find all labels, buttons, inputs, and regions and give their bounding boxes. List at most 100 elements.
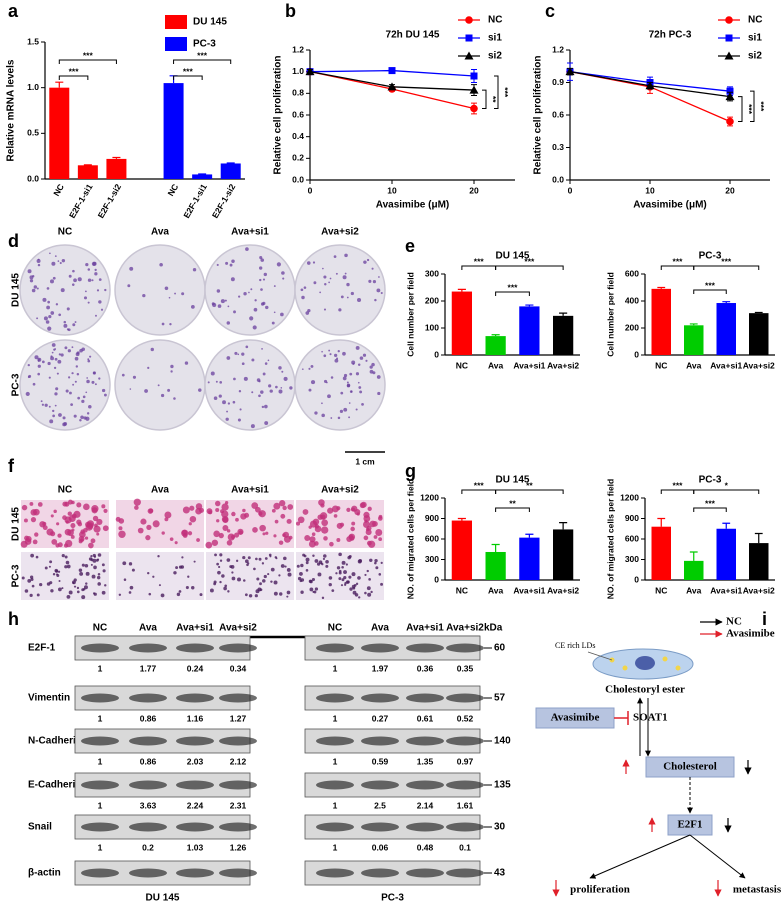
x-tick-label: E2F-1-si1 — [67, 182, 95, 220]
kda-label: 43 — [494, 868, 506, 879]
significance-label: *** — [183, 66, 194, 76]
cell — [346, 507, 351, 512]
node-label: Cholestoryl ester — [605, 684, 685, 696]
blot-band — [361, 780, 399, 790]
significance-label: *** — [756, 101, 766, 112]
cell — [189, 515, 197, 523]
cell — [312, 554, 315, 557]
colony — [173, 397, 176, 400]
chart-title: PC-3 — [699, 251, 722, 262]
colony — [376, 288, 381, 293]
colony — [210, 371, 215, 376]
cell — [29, 575, 34, 579]
colony — [321, 350, 323, 353]
colony — [27, 363, 30, 367]
colony — [192, 268, 197, 272]
cell — [283, 556, 287, 561]
cell — [122, 561, 127, 566]
panel-label: a — [8, 1, 19, 21]
significance-label: *** — [500, 87, 510, 98]
y-tick-label: 0.0 — [552, 174, 564, 184]
cell — [338, 577, 342, 581]
cell — [187, 575, 190, 578]
column-label: NC — [58, 485, 72, 496]
column-label: Ava — [151, 485, 169, 496]
cell — [103, 508, 108, 513]
legend-swatch — [165, 37, 187, 51]
colony — [47, 326, 52, 331]
y-tick-label: 300 — [425, 268, 439, 278]
cell — [287, 572, 292, 577]
cell — [312, 518, 320, 526]
cell — [328, 576, 333, 580]
cell — [286, 590, 291, 595]
significance-bracket — [693, 507, 727, 512]
cell — [367, 592, 372, 597]
cell — [309, 536, 316, 543]
y-axis-label: NO. of migrated cells per field — [605, 479, 615, 599]
cell — [222, 516, 229, 524]
kda-label: 57 — [494, 693, 506, 704]
x-tick-label: NC — [456, 585, 468, 595]
colony — [313, 281, 317, 285]
colony — [321, 413, 325, 418]
legend-label: Avasimibe — [726, 628, 775, 640]
bar — [684, 560, 704, 580]
cell — [325, 559, 329, 564]
cell — [88, 542, 94, 549]
cell — [34, 532, 39, 537]
colony — [363, 260, 367, 264]
error-bar — [722, 301, 731, 304]
colony — [47, 361, 51, 366]
cell — [88, 557, 93, 561]
colony — [47, 300, 50, 304]
cell — [46, 582, 51, 586]
cell — [219, 553, 223, 557]
y-axis-label: Relative cell proliferation — [533, 56, 544, 175]
quantification: 0.86 — [140, 756, 157, 766]
cell — [362, 521, 370, 528]
cell — [169, 537, 174, 541]
colony — [232, 400, 236, 404]
scale-bar-label: 1 cm — [355, 456, 375, 466]
cell — [268, 553, 272, 557]
blot-band — [406, 868, 444, 878]
significance-label: ** — [509, 498, 516, 508]
marker — [725, 34, 733, 42]
cell — [213, 582, 217, 586]
colony — [72, 323, 76, 327]
panel-label: c — [545, 1, 555, 21]
cell-line-label: PC-3 — [381, 893, 404, 904]
colony — [264, 362, 268, 365]
cell — [273, 502, 281, 510]
x-tick-label: Ava — [488, 585, 504, 595]
cell — [191, 586, 195, 590]
colony — [362, 353, 367, 357]
colony — [36, 259, 41, 264]
cell — [351, 521, 356, 526]
colony — [219, 381, 223, 384]
legend-label: si1 — [488, 33, 502, 44]
cell — [35, 555, 39, 559]
significance-bracket — [693, 489, 760, 494]
colony — [101, 388, 106, 393]
colony — [258, 266, 263, 270]
blot-band — [176, 822, 214, 832]
cell — [214, 553, 217, 557]
y-tick-label: 1.2 — [292, 44, 304, 54]
blot-band — [81, 693, 119, 703]
colony — [323, 308, 327, 311]
colony — [74, 321, 77, 324]
colony — [129, 388, 132, 390]
blot-band — [219, 822, 257, 832]
quantification: 1.77 — [140, 663, 157, 673]
colony — [300, 288, 304, 292]
blot-band — [361, 643, 399, 653]
colony — [31, 288, 36, 293]
node-label: E2F1 — [677, 819, 702, 831]
colony — [38, 358, 40, 361]
colony — [323, 354, 327, 358]
x-tick-label: NC — [165, 182, 180, 198]
colony — [80, 415, 84, 420]
colony — [337, 416, 341, 420]
